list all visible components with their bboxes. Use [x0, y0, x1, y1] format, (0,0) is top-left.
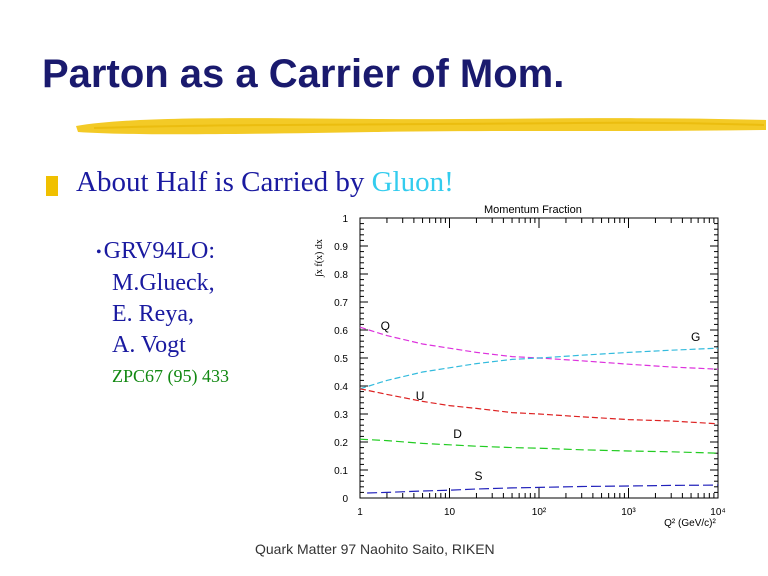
sub-item: E. Reya,	[112, 300, 194, 327]
series-label-G: G	[691, 330, 700, 344]
footer-text: Quark Matter 97 Naohito Saito, RIKEN	[255, 541, 495, 557]
slide-title: Parton as a Carrier of Mom.	[42, 52, 565, 96]
headline-bullet	[46, 176, 58, 196]
series-label-S: S	[474, 469, 482, 483]
sub-item: A. Vogt	[112, 331, 186, 358]
y-tick-label: 0.3	[334, 410, 348, 421]
momentum-fraction-chart: Momentum Fraction 0 0.1 0.2 0.3 0.4 0.5 0.6 0.7 0…	[314, 204, 726, 529]
sub-item: •GRV94LO:	[96, 236, 215, 268]
series-line-U	[359, 388, 719, 425]
series-line-Q	[359, 326, 719, 370]
y-axis-label: ∫x f(x) dx	[314, 239, 325, 278]
y-tick-label: 0.8	[334, 270, 348, 281]
headline-main: About Half is Carried by	[76, 166, 372, 198]
y-tick-label: 0.4	[334, 382, 348, 393]
chart-title: Momentum Fraction	[484, 204, 582, 216]
series-line-D	[359, 438, 719, 454]
x-tick-label: 10³	[621, 507, 636, 518]
x-axis-label: Q² (GeV/c)²	[664, 518, 716, 529]
headline: About Half is Carried by Gluon!	[76, 166, 454, 199]
x-tick-label: 10	[444, 507, 456, 518]
y-tick-label: 0.6	[334, 326, 348, 337]
reference-text: ZPC67 (95) 433	[112, 366, 229, 386]
y-tick-label: 0.1	[334, 466, 348, 477]
series-label-U: U	[416, 389, 425, 403]
series-label-Q: Q	[381, 319, 390, 333]
y-tick-label: 0.9	[334, 242, 348, 253]
x-tick-label: 10⁴	[710, 507, 725, 518]
series-line-G	[359, 347, 719, 390]
brush-stroke-divider	[76, 118, 766, 135]
y-tick-label: 0.7	[334, 298, 348, 309]
x-tick-label: 10²	[532, 507, 547, 518]
sub-item: M.Glueck,	[112, 269, 215, 296]
y-tick-label: 0	[342, 494, 348, 505]
series-label-D: D	[453, 427, 462, 441]
series-line-S	[367, 484, 719, 494]
y-tick-label: 0.5	[334, 354, 348, 365]
y-tick-label: 0.2	[334, 438, 348, 449]
headline-highlight: Gluon!	[371, 166, 454, 198]
y-tick-label: 1	[342, 214, 348, 225]
sub-item-text: GRV94LO:	[103, 238, 216, 264]
dot-bullet-icon: •	[96, 243, 102, 261]
x-tick-label: 1	[357, 507, 363, 518]
citation-block: •GRV94LO: M.Glueck, E. Reya, A. Vogt	[96, 236, 215, 361]
